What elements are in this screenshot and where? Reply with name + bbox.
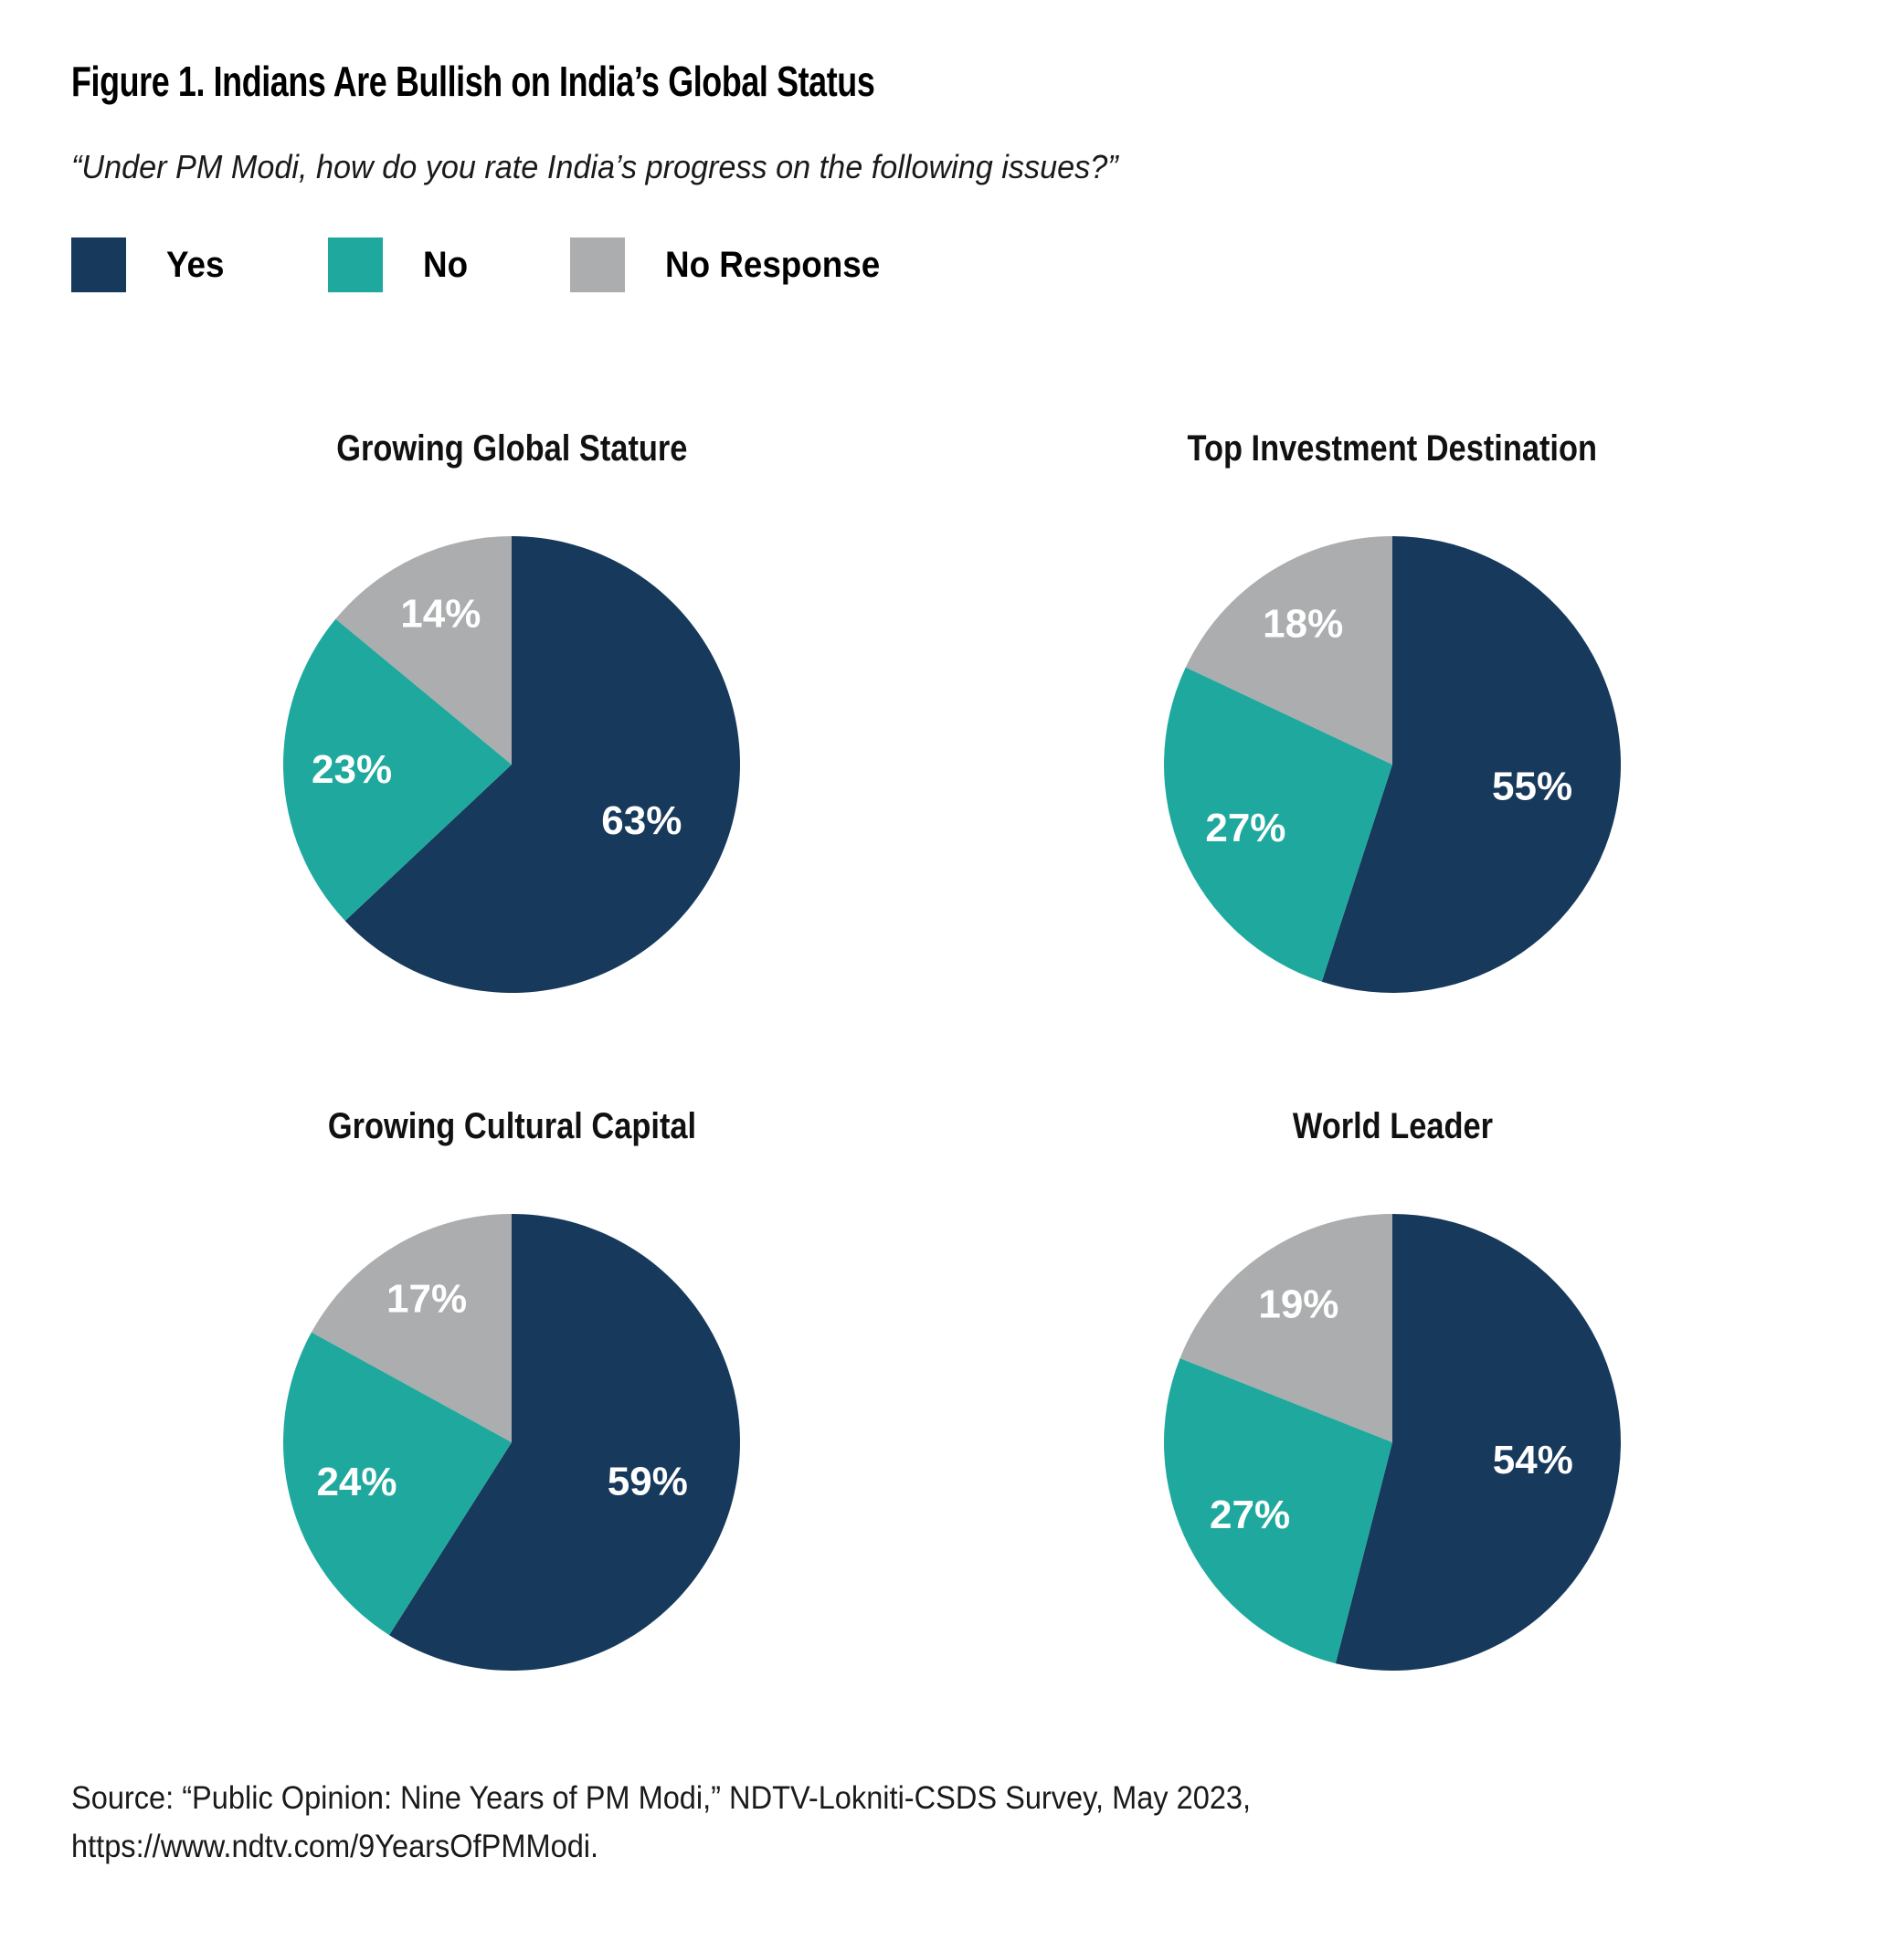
chart-grid: Growing Global Stature 63% 23% 14% Top Inv…: [71, 427, 1833, 1675]
legend-swatch-yes: [71, 237, 126, 292]
pie-slice-no-response: [311, 1214, 512, 1442]
chart-cell-growing-global-stature: Growing Global Stature 63% 23% 14%: [71, 427, 952, 997]
legend-label-no-response: No Response: [665, 244, 881, 285]
chart-title-world-leader: World Leader: [1292, 1106, 1493, 1146]
chart-cell-world-leader: World Leader 54% 27% 19%: [952, 1105, 1833, 1675]
figure-subtitle: “Under PM Modi, how do you rate India’s …: [71, 148, 1118, 185]
pie-chart-world-leader: 54% 27% 19%: [1164, 1214, 1621, 1671]
pie-slice-no: [1164, 667, 1392, 982]
pie-value-label-no-response: 18%: [1263, 601, 1343, 646]
chart-title-growing-global-stature: Growing Global Stature: [335, 428, 688, 469]
source-line-2: https://www.ndtv.com/9YearsOfPMModi.: [71, 1829, 599, 1865]
pie-slice-no: [282, 1332, 512, 1636]
chart-cell-top-investment-destination: Top Investment Destination 55% 27% 18%: [952, 427, 1833, 997]
pie-slice-no-response: [1179, 1214, 1392, 1442]
pie-slice-no-response: [335, 536, 512, 765]
pie-value-label-no: 23%: [312, 747, 392, 792]
pie-slice-yes: [389, 1214, 740, 1671]
legend-label-yes: Yes: [166, 244, 225, 285]
pie-value-label-yes: 59%: [608, 1460, 688, 1504]
source-text: Source: “Public Opinion: Nine Years of P…: [71, 1774, 1709, 1871]
legend: Yes No No Response: [71, 237, 1833, 292]
chart-title-growing-cultural-capital: Growing Cultural Capital: [327, 1106, 696, 1146]
pie-chart-growing-global-stature: 63% 23% 14%: [282, 536, 740, 993]
pie-value-label-no-response: 14%: [400, 591, 481, 636]
pie-value-label-no: 27%: [1210, 1493, 1290, 1537]
legend-item-no-response: No Response: [570, 237, 899, 292]
figure-title: Figure 1. Indians Are Bullish on India’s…: [71, 58, 875, 105]
pie-slice-yes: [1321, 536, 1622, 993]
pie-slice-no: [282, 618, 512, 922]
source-line-1: Source: “Public Opinion: Nine Years of P…: [71, 1780, 1252, 1816]
pie-value-label-no: 24%: [316, 1460, 397, 1504]
pie-chart-growing-cultural-capital: 59% 24% 17%: [282, 1214, 740, 1671]
legend-swatch-no: [327, 237, 383, 292]
pie-value-label-yes: 63%: [601, 798, 682, 843]
pie-value-label-no-response: 19%: [1258, 1282, 1338, 1327]
pie-chart-top-investment-destination: 55% 27% 18%: [1164, 536, 1622, 993]
chart-cell-growing-cultural-capital: Growing Cultural Capital 59% 24% 17%: [71, 1105, 952, 1675]
pie-value-label-no: 27%: [1205, 806, 1285, 850]
legend-swatch-no-response: [570, 237, 626, 292]
legend-item-no: No: [327, 237, 471, 292]
pie-value-label-yes: 55%: [1492, 765, 1572, 809]
pie-slice-yes: [1335, 1214, 1621, 1671]
chart-title-top-investment-destination: Top Investment Destination: [1187, 428, 1598, 469]
legend-item-yes: Yes: [71, 237, 229, 292]
pie-value-label-no-response: 17%: [386, 1276, 467, 1321]
pie-value-label-yes: 54%: [1493, 1438, 1573, 1482]
pie-slice-yes: [344, 536, 740, 993]
pie-slice-no-response: [1185, 536, 1392, 765]
pie-slice-no: [1164, 1357, 1392, 1664]
legend-label-no: No: [422, 244, 469, 285]
